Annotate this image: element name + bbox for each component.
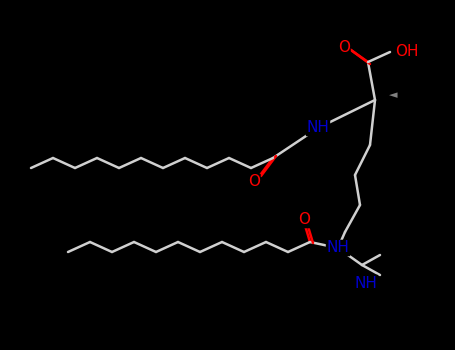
Text: OH: OH (395, 44, 419, 60)
Text: ◄: ◄ (389, 90, 397, 100)
Text: O: O (248, 175, 260, 189)
Text: NH: NH (354, 275, 378, 290)
Text: O: O (338, 41, 350, 56)
Text: O: O (298, 212, 310, 228)
Text: NH: NH (327, 240, 349, 256)
Text: NH: NH (307, 120, 329, 135)
